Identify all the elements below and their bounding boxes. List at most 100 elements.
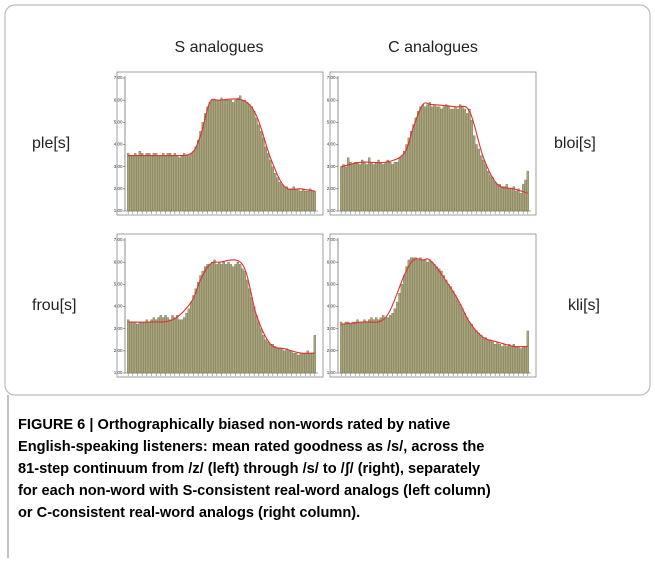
bar — [304, 190, 307, 212]
bar — [134, 153, 137, 212]
bar — [487, 339, 490, 374]
bar — [283, 186, 286, 212]
bar — [262, 335, 265, 374]
bar — [501, 186, 504, 212]
bar — [236, 261, 239, 374]
bar — [309, 352, 312, 374]
bar — [463, 108, 466, 212]
bar — [365, 164, 368, 212]
bar — [370, 317, 373, 374]
bar — [255, 117, 258, 212]
bar — [407, 137, 410, 212]
bar — [501, 346, 504, 374]
bar — [183, 153, 186, 212]
bar — [421, 259, 424, 374]
bar — [468, 321, 471, 374]
bar — [250, 106, 253, 212]
bar — [475, 330, 478, 374]
bar — [274, 346, 277, 374]
bar — [456, 299, 459, 374]
bar — [290, 350, 293, 374]
bar — [365, 321, 368, 374]
row-label: bloi[s] — [554, 135, 596, 152]
bar — [218, 99, 221, 212]
bar — [274, 173, 277, 212]
bar — [131, 155, 134, 212]
bar — [136, 324, 139, 374]
bar — [435, 106, 438, 212]
bar — [342, 164, 345, 212]
bar — [407, 259, 410, 374]
bar — [524, 179, 527, 212]
bar — [206, 264, 209, 374]
bar — [526, 330, 529, 374]
bar — [141, 321, 144, 374]
bar — [222, 99, 225, 212]
bar — [215, 99, 218, 212]
bar — [171, 315, 174, 374]
bar — [391, 312, 394, 374]
bar — [454, 106, 457, 212]
bar — [162, 153, 165, 212]
bar — [253, 306, 256, 374]
bar — [414, 117, 417, 212]
y-tick-label: 3.00 — [114, 164, 123, 169]
bar — [152, 317, 155, 374]
bar — [405, 266, 408, 374]
bar — [445, 104, 448, 212]
bar — [370, 162, 373, 212]
fit-line — [128, 98, 315, 192]
bar — [489, 175, 492, 212]
bar — [309, 188, 312, 212]
bar — [159, 155, 162, 212]
bar — [176, 315, 179, 374]
bar — [456, 108, 459, 212]
bar — [304, 352, 307, 374]
bar — [426, 104, 429, 212]
bar — [145, 153, 148, 212]
bar — [386, 159, 389, 212]
bar — [173, 317, 176, 374]
bar — [288, 350, 291, 374]
bar — [403, 150, 406, 212]
y-tick-label: 2.00 — [114, 348, 123, 353]
bar — [239, 264, 242, 374]
bar — [473, 135, 476, 212]
bar — [398, 157, 401, 212]
bar — [461, 106, 464, 212]
bar — [267, 341, 270, 374]
bar — [169, 319, 172, 374]
bar — [461, 308, 464, 374]
bar — [127, 153, 130, 212]
bar — [519, 348, 522, 374]
y-tick-label: 4.00 — [114, 304, 123, 309]
bar — [491, 177, 494, 212]
y-tick-label: 5.00 — [327, 120, 336, 125]
bar — [351, 321, 354, 374]
caption-line: or C-consistent real-word analogs (right… — [18, 505, 360, 521]
bar — [447, 106, 450, 212]
bar — [248, 104, 251, 212]
bar — [204, 113, 207, 212]
bar — [260, 131, 263, 212]
bar — [442, 275, 445, 374]
bar — [150, 319, 153, 374]
bar — [241, 268, 244, 374]
bar — [232, 102, 235, 212]
bar — [269, 344, 272, 374]
y-tick-label: 5.00 — [114, 282, 123, 287]
bar — [480, 155, 483, 212]
bar — [187, 308, 190, 374]
y-tick-label: 1.00 — [114, 208, 123, 213]
bar — [173, 153, 176, 212]
bar — [276, 348, 279, 374]
bar — [313, 190, 316, 212]
bar — [150, 155, 153, 212]
bar — [185, 155, 188, 212]
bar — [419, 257, 422, 374]
bar — [417, 259, 420, 374]
bar — [295, 352, 298, 374]
bar — [510, 188, 513, 212]
bar — [192, 150, 195, 212]
bar — [440, 108, 443, 212]
